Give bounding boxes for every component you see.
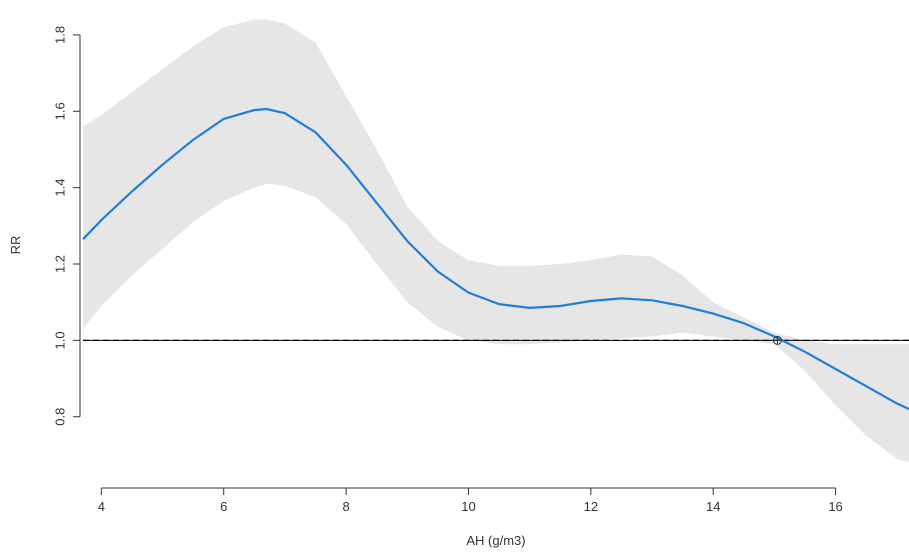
x-tick-label: 10 — [461, 499, 475, 514]
rr-series-line — [82, 107, 909, 411]
series-line-layer — [82, 107, 909, 411]
y-axis-title: RR — [8, 236, 23, 255]
x-tick-label: 8 — [342, 499, 349, 514]
x-tick-label: 16 — [828, 499, 842, 514]
confidence-band — [83, 19, 909, 463]
x-tick-label: 14 — [706, 499, 720, 514]
y-tick-label: 0.8 — [52, 408, 67, 426]
axes-layer: 4 6 8 10 12 14 16 0.8 1.0 1.2 1.4 1.6 1.8 — [52, 26, 842, 514]
y-tick-label: 1.0 — [52, 331, 67, 349]
x-axis-title: AH (g/m3) — [466, 533, 525, 548]
y-tick-label: 1.8 — [52, 26, 67, 44]
confidence-band-layer — [83, 19, 909, 463]
y-tick-label: 1.6 — [52, 102, 67, 120]
x-tick-label: 4 — [98, 499, 105, 514]
x-tick-label: 6 — [220, 499, 227, 514]
x-tick-label: 12 — [584, 499, 598, 514]
y-tick-label: 1.2 — [52, 255, 67, 273]
y-tick-label: 1.4 — [52, 179, 67, 197]
